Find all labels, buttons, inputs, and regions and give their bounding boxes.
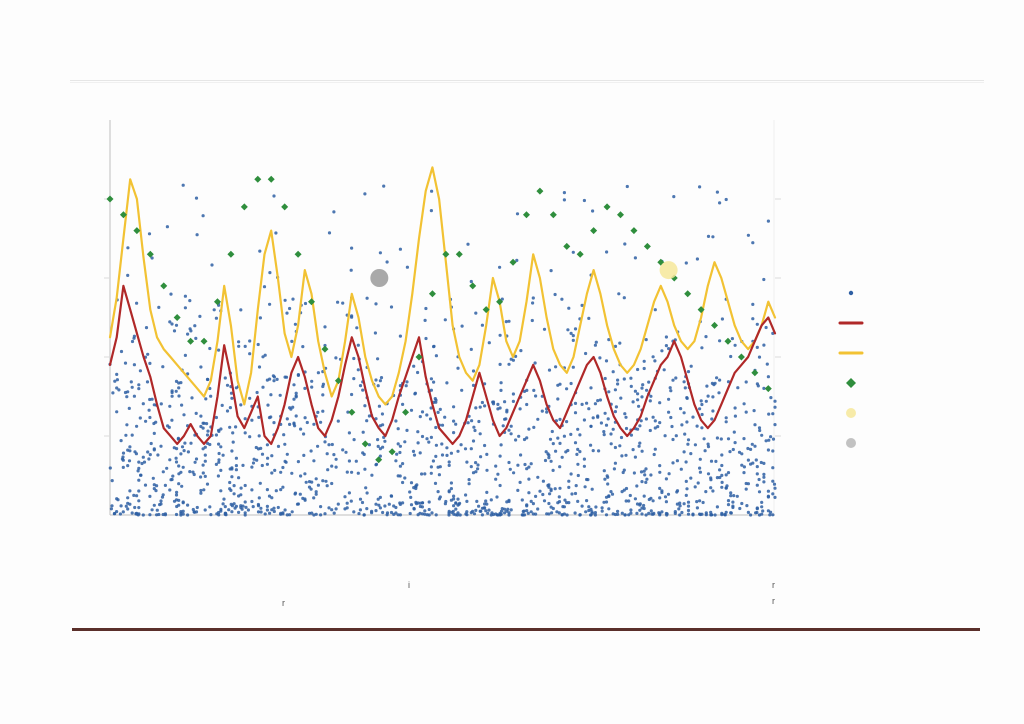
legend-grey-dot xyxy=(838,435,864,451)
red-line xyxy=(110,286,775,444)
stray-char-1: r xyxy=(282,598,285,608)
big-marker-1 xyxy=(660,261,678,279)
yellow-line xyxy=(110,167,775,404)
legend-yellow-line-icon xyxy=(838,345,864,361)
bottom-rule xyxy=(72,628,980,631)
big-marker-0 xyxy=(370,269,388,287)
legend-grey-dot-icon xyxy=(838,435,864,451)
combo-chart xyxy=(110,120,775,515)
page-root: { "canvas": { "width": 1024, "height": 7… xyxy=(0,0,1024,724)
legend-blue-dot xyxy=(838,285,864,301)
legend-red-line xyxy=(838,315,864,331)
legend-green-diamond xyxy=(838,375,864,391)
faint-rule-top-2 xyxy=(70,82,984,83)
legend-green-diamond-icon xyxy=(838,375,864,391)
legend-yellow-line xyxy=(838,345,864,361)
stray-char-2: r xyxy=(772,580,775,590)
stray-char-0: i xyxy=(408,580,410,590)
legend-red-line-icon xyxy=(838,315,864,331)
legend xyxy=(838,285,864,451)
legend-pale-yellow-dot xyxy=(838,405,864,421)
stray-char-3: r xyxy=(772,596,775,606)
chart-svg xyxy=(110,120,775,515)
legend-pale-yellow-dot-icon xyxy=(838,405,864,421)
legend-blue-dot-icon xyxy=(838,285,864,301)
faint-rule-top-1 xyxy=(70,80,984,81)
